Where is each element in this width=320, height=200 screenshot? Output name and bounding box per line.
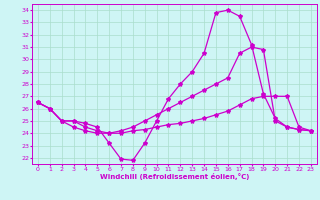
X-axis label: Windchill (Refroidissement éolien,°C): Windchill (Refroidissement éolien,°C) (100, 173, 249, 180)
